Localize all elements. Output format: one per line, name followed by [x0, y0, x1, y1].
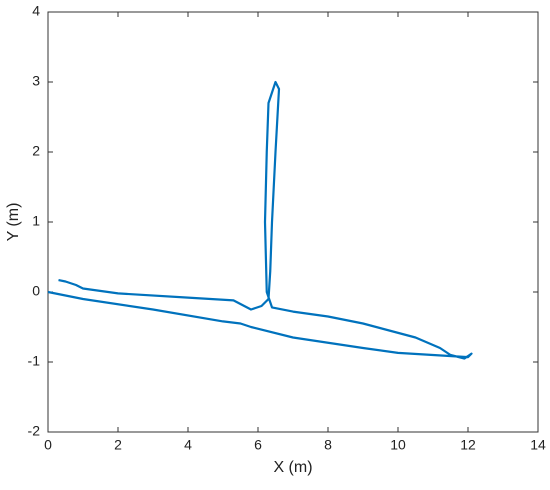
x-tick-label: 4	[184, 437, 192, 453]
y-tick-label: -1	[28, 353, 41, 369]
plot-frame	[47, 11, 539, 433]
y-tick-label: 3	[32, 73, 40, 89]
y-tick-label: 0	[32, 283, 40, 299]
x-tick-label: 6	[254, 437, 262, 453]
x-tick-label: 14	[530, 437, 546, 453]
y-tick-label: 2	[32, 143, 40, 159]
y-tick-label: 4	[32, 3, 40, 19]
y-axis-label: Y (m)	[5, 203, 22, 242]
y-tick-label: 1	[32, 213, 40, 229]
x-tick-label: 10	[390, 437, 406, 453]
x-tick-label: 12	[460, 437, 476, 453]
y-tick-label: -2	[28, 423, 41, 439]
trajectory-line	[47, 80, 473, 360]
x-tick-label: 0	[44, 437, 52, 453]
x-tick-label: 2	[114, 437, 122, 453]
x-tick-label: 8	[324, 437, 332, 453]
x-axis-label: X (m)	[273, 459, 312, 476]
